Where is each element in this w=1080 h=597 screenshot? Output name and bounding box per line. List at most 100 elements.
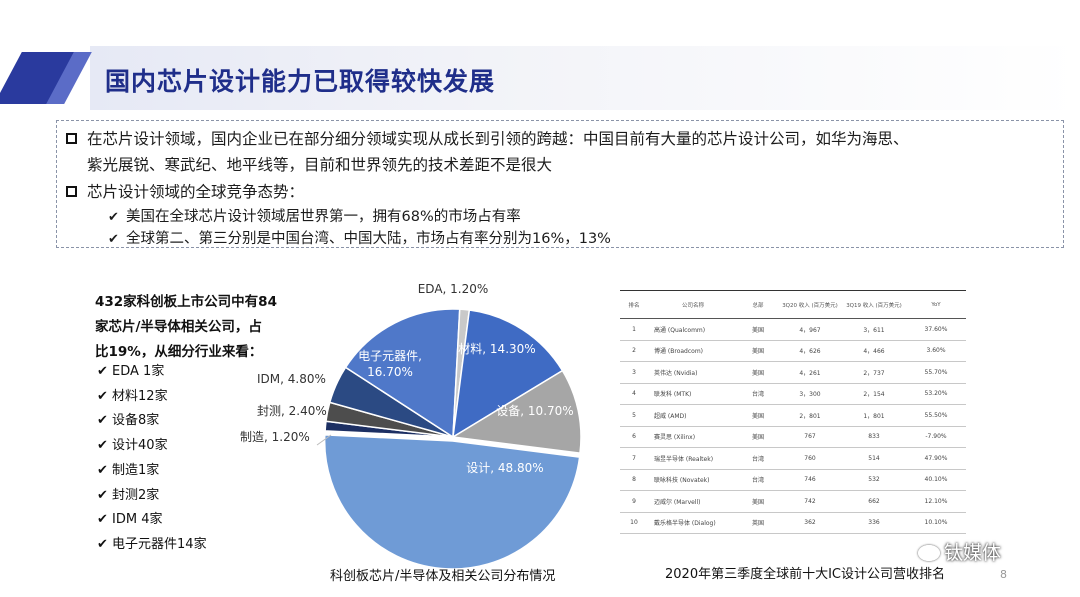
checkmark-icon: ✔ xyxy=(97,438,113,454)
table-cell: 7 xyxy=(620,447,648,470)
table-cell: 3.60% xyxy=(906,340,966,362)
table-cell: 47.90% xyxy=(906,447,966,470)
table-cell: 美国 xyxy=(738,340,778,362)
table-cell: 赛灵思 (Xilinx) xyxy=(648,426,738,448)
title-bar: 国内芯片设计能力已取得较快发展 xyxy=(0,40,1080,110)
table-cell: 迈威尔 (Marvell) xyxy=(648,490,738,513)
table-cell: 1，801 xyxy=(842,404,906,427)
ranking-table-wrap: 排名 公司名称 总部 3Q20 收入 (百万美元) 3Q19 收入 (百万美元)… xyxy=(620,290,966,555)
checkmark-icon: ✔ xyxy=(97,364,113,379)
bullet-1: 在芯片设计领域，国内企业已在部分细分领域实现从成长到引领的跨越：中国目前有大量的… xyxy=(66,127,909,149)
table-cell: 40.10% xyxy=(906,469,966,491)
title-shade xyxy=(90,46,1080,110)
table-cell: 瑞昱半导体 (Realtek) xyxy=(648,447,738,470)
table-cell: 4，466 xyxy=(842,340,906,362)
checkmark-icon: ✔ xyxy=(97,487,113,503)
table-cell: 美国 xyxy=(738,318,778,341)
list-item: ✔ IDM 4家 xyxy=(97,508,207,533)
bullet-2: 芯片设计领域的全球竞争态势： xyxy=(66,180,304,202)
table-cell: 833 xyxy=(842,426,906,448)
table-cell: 55.50% xyxy=(906,404,966,427)
table-cell: 362 xyxy=(778,512,842,534)
table-cell: 联发科 (MTK) xyxy=(648,383,738,405)
sector-list: ✔ EDA 1家 ✔ 材料12家 ✔ 设备8家 ✔ 设计40家 ✔ 制造1家 ✔… xyxy=(97,360,207,558)
list-item-text: 材料12家 xyxy=(112,388,168,404)
table-cell: 336 xyxy=(842,512,906,534)
table-cell: 5 xyxy=(620,404,648,427)
table-cell: 55.70% xyxy=(906,361,966,384)
list-item: ✔ EDA 1家 xyxy=(97,360,207,385)
table-cell: 37.60% xyxy=(906,318,966,341)
slide-title: 国内芯片设计能力已取得较快发展 xyxy=(105,67,496,96)
left-intro-line-2: 家芯片/半导体相关公司，占 xyxy=(95,319,262,335)
table-cell: 3 xyxy=(620,361,648,384)
sub-bullet-2: ✔ 全球第二、第三分别是中国台湾、中国大陆，市场占有率分别为16%，13% xyxy=(108,227,611,248)
pie-chart-svg: 设计, 48.80% 制造, 1.20% 封测, 2.40% IDM, 4.80% 电子… xyxy=(240,282,582,570)
pie-slice-7 xyxy=(452,309,564,439)
list-item-text: 设计40家 xyxy=(112,438,168,454)
table-cell: 9 xyxy=(620,490,648,513)
table-cell: 2 xyxy=(620,340,648,362)
list-item-text: IDM 4家 xyxy=(112,512,163,528)
pie-label-5-part-1: 电子元器件, xyxy=(358,349,422,363)
sub-bullet-1: ✔ 美国在全球芯片设计领域居世界第一，拥有68%的市场占有率 xyxy=(108,205,521,226)
square-bullet-icon xyxy=(66,186,77,197)
checkmark-icon: ✔ xyxy=(97,536,113,552)
left-intro-line-3: 比19%，从细分行业来看： xyxy=(95,344,263,360)
table-cell: 4，261 xyxy=(778,361,842,384)
table-row: 7 瑞昱半导体 (Realtek) 台湾 760 514 47.90% xyxy=(620,447,966,470)
bullet-1-line-2: 紫光展锐、寒武纪、地平线等，目前和世界领先的技术差距不是很大 xyxy=(87,156,553,174)
table-cell: 4，626 xyxy=(778,340,842,362)
table-row: 5 超威 (AMD) 美国 2，801 1，801 55.50% xyxy=(620,404,966,427)
table-row: 4 联发科 (MTK) 台湾 3，300 2，154 53.20% xyxy=(620,383,966,405)
table-header-cell: 3Q19 收入 (百万美元) xyxy=(842,290,906,319)
list-item: ✔ 封测2家 xyxy=(97,484,207,509)
table-cell: 台湾 xyxy=(738,383,778,405)
pie-label-4: IDM, 4.80% xyxy=(257,372,326,386)
table-header-cell: YoY xyxy=(906,290,966,319)
table-cell: 1 xyxy=(620,318,648,341)
table-caption: 2020年第三季度全球前十大IC设计公司营收排名 xyxy=(665,567,945,582)
bullet-1-line-1: 在芯片设计领域，国内企业已在部分细分领域实现从成长到引领的跨越：中国目前有大量的… xyxy=(87,130,909,148)
table-cell: 742 xyxy=(778,490,842,513)
table-cell: 3，611 xyxy=(842,318,906,341)
table-header-row: 排名 公司名称 总部 3Q20 收入 (百万美元) 3Q19 收入 (百万美元)… xyxy=(620,290,966,319)
table-cell: 532 xyxy=(842,469,906,491)
table-cell: 662 xyxy=(842,490,906,513)
table-cell: 台湾 xyxy=(738,447,778,470)
watermark: 钛媒体 xyxy=(918,538,1001,565)
table-body: 1 高通 (Qualcomm) 美国 4，967 3，611 37.60% 2 博通 (Bro… xyxy=(620,318,966,534)
watermark-text: 钛媒体 xyxy=(944,542,1002,564)
pie-label-5-part-2: 16.70% xyxy=(367,365,413,379)
pie-leader-line xyxy=(316,434,332,446)
list-item-text: EDA 1家 xyxy=(112,364,165,379)
table-cell: 2，737 xyxy=(842,361,906,384)
list-item: ✔ 设计40家 xyxy=(97,434,207,459)
list-item-text: 制造1家 xyxy=(112,462,160,478)
checkmark-icon: ✔ xyxy=(108,232,119,247)
table-cell: 8 xyxy=(620,469,648,491)
pie-caption: 科创板芯片/半导体及相关公司分布情况 xyxy=(330,569,556,584)
square-bullet-icon xyxy=(66,133,77,144)
table-row: 9 迈威尔 (Marvell) 美国 742 662 12.10% xyxy=(620,490,966,513)
table-cell: 2，801 xyxy=(778,404,842,427)
table-header-cell: 3Q20 收入 (百万美元) xyxy=(778,290,842,319)
table-row: 1 高通 (Qualcomm) 美国 4，967 3，611 37.60% xyxy=(620,318,966,341)
table-cell: 514 xyxy=(842,447,906,470)
left-intro: 432家科创板上市公司中有84 家芯片/半导体相关公司，占 比19%，从细分行业… xyxy=(95,290,277,365)
table-row: 6 赛灵思 (Xilinx) 美国 767 833 -7.90% xyxy=(620,426,966,448)
ranking-table: 排名 公司名称 总部 3Q20 收入 (百万美元) 3Q19 收入 (百万美元)… xyxy=(620,290,966,534)
list-item-text: 电子元器件14家 xyxy=(112,536,207,552)
table-cell: 超威 (AMD) xyxy=(648,404,738,427)
bullet-2-text: 芯片设计领域的全球竞争态势： xyxy=(87,183,305,201)
table-header-cell: 总部 xyxy=(738,290,778,319)
table-cell: 英伟达 (Nvidia) xyxy=(648,361,738,384)
table-cell: 美国 xyxy=(738,490,778,513)
table-cell: 3，300 xyxy=(778,383,842,405)
table-cell: 6 xyxy=(620,426,648,448)
table-cell: 高通 (Qualcomm) xyxy=(648,318,738,341)
table-cell: 4，967 xyxy=(778,318,842,341)
table-header-cell: 排名 xyxy=(620,290,648,319)
table-cell: 美国 xyxy=(738,404,778,427)
